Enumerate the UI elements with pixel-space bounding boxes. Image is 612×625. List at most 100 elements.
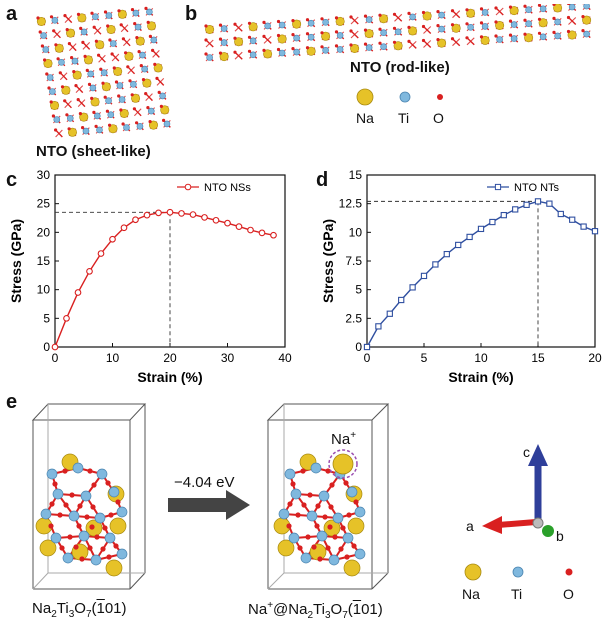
data-point xyxy=(534,198,542,205)
rod-na-atom xyxy=(393,41,403,51)
ti-atom xyxy=(52,488,64,500)
sheet-na-atom xyxy=(72,70,82,80)
na-atom xyxy=(109,517,127,535)
sheet-na-atom xyxy=(77,13,87,23)
na-atom-icon xyxy=(356,88,374,106)
rod-ti-atom xyxy=(307,19,315,27)
sheet-na-atom xyxy=(79,112,89,122)
sheet-ti-atom xyxy=(49,88,56,95)
atom-legend-symbols xyxy=(356,88,443,106)
rod-ti-atom xyxy=(568,4,576,11)
ti-atom xyxy=(78,530,90,542)
b-axis-arrow-icon xyxy=(542,525,554,537)
x-tick-label: 5 xyxy=(421,351,428,365)
sheet-ti-atom xyxy=(58,58,65,66)
data-point xyxy=(132,216,139,224)
na-atom xyxy=(105,559,123,577)
sheet-ti-atom xyxy=(139,51,146,59)
data-point xyxy=(189,211,197,218)
rod-na-atom xyxy=(219,52,229,62)
sheet-ti-atom xyxy=(130,81,137,88)
rod-na-atom xyxy=(379,14,389,24)
ti-atom xyxy=(328,554,340,566)
data-point xyxy=(546,200,553,207)
rod-ti-atom xyxy=(539,33,547,41)
data-point xyxy=(247,226,254,234)
data-point xyxy=(398,296,405,304)
ti-atom-icon-e xyxy=(512,566,524,578)
data-point xyxy=(580,223,587,230)
rod-na-atom xyxy=(538,18,548,28)
ti-atom xyxy=(94,512,106,524)
sheet-crystal-structure xyxy=(36,6,171,138)
data-point xyxy=(120,224,128,232)
sheet-na-atom xyxy=(101,82,111,92)
y-tick-label: 12.5 xyxy=(339,197,363,211)
data-point xyxy=(212,216,220,224)
sheet-ti-atom xyxy=(105,97,112,104)
ti-atom xyxy=(290,488,302,500)
legend-marker xyxy=(494,183,502,191)
legend-label: NTO NSs xyxy=(204,182,251,194)
sheet-ti-atom xyxy=(163,120,171,128)
rod-crystal-structure xyxy=(204,4,592,62)
data-point xyxy=(166,208,174,216)
x-tick-label: 20 xyxy=(588,351,602,365)
sheet-na-atom xyxy=(36,17,46,26)
sheet-na-atom xyxy=(142,78,152,88)
rod-ti-atom xyxy=(583,4,590,10)
na-atom xyxy=(347,517,365,535)
data-point xyxy=(235,223,243,230)
sheet-ti-atom xyxy=(147,107,155,115)
data-point xyxy=(63,314,70,322)
rod-ti-atom xyxy=(394,28,402,36)
y-tick-label: 5 xyxy=(43,311,50,325)
rod-ti-atom xyxy=(438,11,445,19)
y-tick-label: 0 xyxy=(355,340,362,354)
sheet-ti-atom xyxy=(80,28,88,36)
data-point xyxy=(109,235,116,243)
rod-na-atom xyxy=(480,35,490,45)
ti-atom xyxy=(306,510,318,522)
data-point xyxy=(512,206,519,213)
sheet-na-atom xyxy=(83,55,93,65)
rod-ti-atom xyxy=(322,46,329,54)
panel-e-letter: e xyxy=(6,391,18,413)
ti-atom xyxy=(108,486,120,498)
rod-na-atom xyxy=(277,34,287,44)
rod-ti-atom xyxy=(496,36,503,43)
sheet-na-atom xyxy=(50,101,60,111)
rod-na-atom xyxy=(364,29,374,39)
rod-ti-atom xyxy=(336,46,344,53)
b-axis-label: b xyxy=(556,528,564,544)
ti-atom xyxy=(90,554,102,566)
ti-legend-label: Ti xyxy=(398,110,410,126)
rod-ti-atom xyxy=(554,32,561,40)
na-legend-label-e: Na xyxy=(462,586,480,602)
y-tick-label: 15 xyxy=(37,254,51,268)
y-tick-label: 0 xyxy=(43,340,50,354)
rod-ti-atom xyxy=(365,16,373,23)
adsorbed-na-highlight xyxy=(328,449,358,479)
rod-na-atom xyxy=(321,31,331,41)
rod-ti-atom xyxy=(206,54,213,61)
rod-na-atom xyxy=(451,23,461,33)
data-point xyxy=(155,209,162,217)
data-point xyxy=(143,211,151,219)
ti-atom xyxy=(354,548,366,560)
data-point xyxy=(477,225,485,233)
ti-atom xyxy=(80,490,92,502)
ti-atom xyxy=(68,510,80,522)
rod-ti-atom xyxy=(481,9,489,16)
y-tick-label: 25 xyxy=(37,197,51,211)
y-axis-label: Stress (GPa) xyxy=(8,219,24,303)
data-point xyxy=(466,233,473,241)
data-point xyxy=(86,267,93,275)
y-tick-label: 15 xyxy=(349,168,363,182)
y-tick-label: 30 xyxy=(37,168,51,182)
rod-ti-atom xyxy=(380,43,387,51)
rod-ti-atom xyxy=(220,25,228,32)
sheet-ti-atom xyxy=(132,9,140,17)
data-point xyxy=(270,231,277,239)
sheet-ti-atom xyxy=(118,96,126,103)
